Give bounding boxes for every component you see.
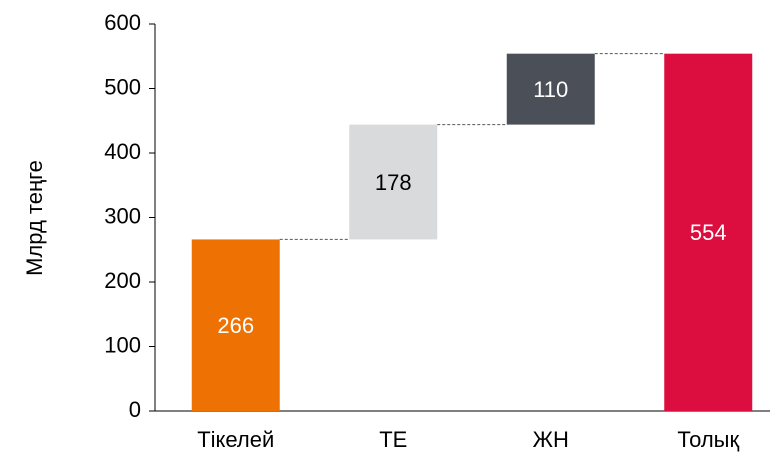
y-tick-label: 0 [129, 397, 141, 422]
data-label: 266 [217, 313, 254, 338]
x-tick-label: Тікелей [197, 427, 274, 452]
y-tick-label: 500 [104, 74, 141, 99]
x-tick-label: ТЕ [379, 427, 407, 452]
y-tick-label: 600 [104, 10, 141, 35]
data-label: 110 [533, 77, 568, 102]
y-axis-label: Млрд теңге [22, 160, 47, 276]
data-label: 178 [375, 170, 412, 195]
y-tick-label: 100 [104, 332, 141, 357]
y-tick-label: 300 [104, 203, 141, 228]
y-tick-label: 200 [104, 268, 141, 293]
x-tick-label: ЖН [533, 427, 569, 452]
bar [191, 239, 280, 411]
data-label: 554 [690, 220, 727, 245]
bar [664, 53, 753, 412]
y-tick-label: 400 [104, 139, 141, 164]
bar [349, 124, 438, 240]
bar [506, 53, 595, 125]
x-tick-label: Толық [677, 427, 739, 452]
